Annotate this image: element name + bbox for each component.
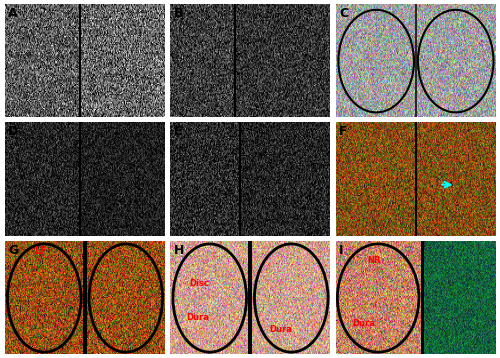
Text: B: B [174, 7, 183, 20]
Text: A: A [8, 7, 18, 20]
Text: E: E [174, 125, 182, 139]
Text: D: D [8, 125, 18, 139]
Text: H: H [174, 244, 184, 257]
Text: C: C [339, 7, 348, 20]
Text: F: F [339, 125, 347, 139]
Text: LF: LF [34, 246, 46, 256]
Text: G: G [8, 244, 18, 257]
Text: Dura: Dura [186, 313, 209, 322]
Text: Dura: Dura [352, 319, 374, 328]
Text: NR: NR [368, 256, 381, 265]
Text: Dura: Dura [269, 325, 292, 334]
Text: I: I [339, 244, 344, 257]
Text: Disc: Disc [190, 279, 210, 288]
